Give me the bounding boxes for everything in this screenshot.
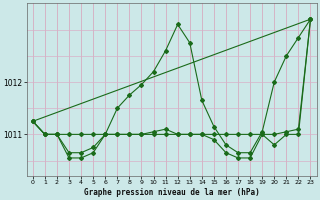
X-axis label: Graphe pression niveau de la mer (hPa): Graphe pression niveau de la mer (hPa) xyxy=(84,188,260,197)
